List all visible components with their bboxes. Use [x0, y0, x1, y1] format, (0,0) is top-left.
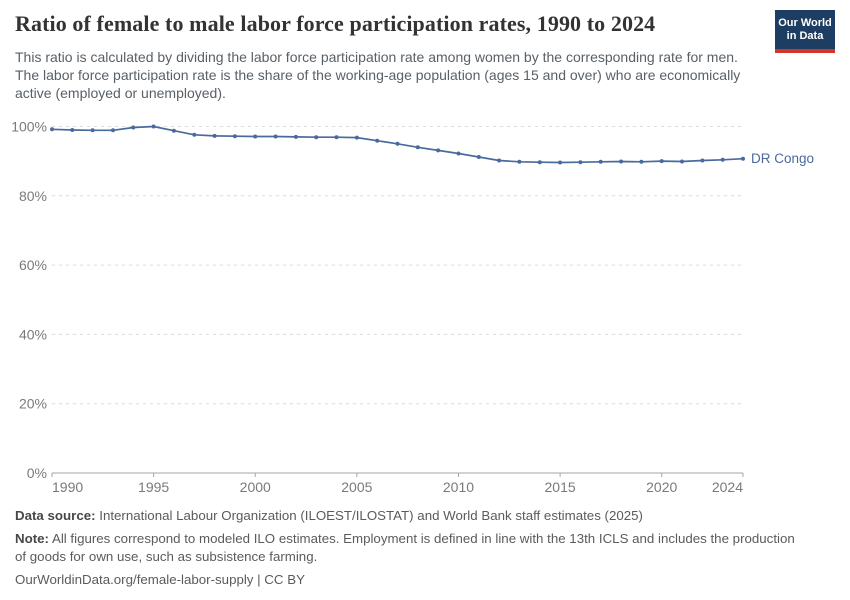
data-point-marker[interactable]: [456, 151, 461, 156]
note-line: Note: All figures correspond to modeled …: [15, 530, 805, 566]
x-axis-tick-label: 2005: [341, 479, 372, 495]
data-point-marker[interactable]: [334, 135, 339, 140]
series-entity-label[interactable]: DR Congo: [751, 151, 814, 166]
y-axis-tick-label: 0%: [27, 465, 47, 481]
owid-logo-line2: in Data: [786, 29, 824, 42]
y-axis-tick-label: 100%: [11, 119, 47, 135]
x-axis-tick-label: 2024: [712, 479, 743, 495]
data-point-marker[interactable]: [517, 159, 522, 164]
data-point-marker[interactable]: [619, 159, 624, 164]
data-point-marker[interactable]: [293, 134, 298, 139]
data-point-marker[interactable]: [70, 128, 75, 132]
owid-logo-line1: Our World: [778, 16, 832, 29]
data-point-marker[interactable]: [415, 145, 420, 150]
x-axis-tick-label: 1990: [52, 479, 83, 495]
owid-logo[interactable]: Our World in Data: [775, 10, 835, 53]
data-point-marker[interactable]: [720, 157, 725, 162]
x-axis-tick-label: 2000: [240, 479, 271, 495]
data-point-marker[interactable]: [558, 160, 563, 165]
y-axis-tick-label: 40%: [19, 326, 47, 342]
data-source-line: Data source: International Labour Organi…: [15, 507, 805, 525]
footer-link[interactable]: OurWorldinData.org/female-labor-supply |…: [15, 572, 305, 587]
note-label: Note:: [15, 531, 49, 546]
data-point-marker[interactable]: [680, 159, 684, 164]
chart-footer: Data source: International Labour Organi…: [15, 507, 805, 594]
x-axis-tick-label: 2010: [443, 479, 474, 495]
data-point-marker[interactable]: [314, 135, 319, 140]
data-point-marker[interactable]: [273, 134, 278, 139]
data-point-marker[interactable]: [578, 160, 583, 165]
data-point-marker[interactable]: [395, 141, 400, 146]
data-point-marker[interactable]: [375, 138, 380, 143]
x-axis-tick-label: 2020: [646, 479, 677, 495]
data-source-label: Data source:: [15, 508, 96, 523]
data-point-marker[interactable]: [151, 124, 156, 129]
y-axis-tick-label: 80%: [19, 188, 47, 204]
data-point-marker[interactable]: [232, 134, 237, 139]
data-point-marker[interactable]: [436, 148, 441, 153]
page-title: Ratio of female to male labor force part…: [15, 11, 656, 36]
data-point-marker[interactable]: [537, 160, 542, 165]
data-point-marker[interactable]: [212, 133, 217, 138]
data-point-marker[interactable]: [111, 128, 115, 133]
data-point-marker[interactable]: [700, 158, 705, 163]
data-point-marker[interactable]: [253, 134, 258, 139]
data-point-marker[interactable]: [90, 128, 95, 133]
data-point-marker[interactable]: [639, 159, 644, 164]
data-point-marker[interactable]: [659, 159, 664, 164]
x-axis-tick-label: 2015: [545, 479, 576, 495]
data-point-marker[interactable]: [741, 156, 745, 161]
data-point-marker[interactable]: [497, 158, 502, 163]
data-point-marker[interactable]: [131, 125, 136, 130]
data-source-text: International Labour Organization (ILOES…: [95, 508, 643, 523]
y-axis-tick-label: 60%: [19, 257, 47, 273]
chart-subtitle: This ratio is calculated by dividing the…: [15, 49, 741, 101]
data-point-marker[interactable]: [354, 135, 359, 140]
data-point-marker[interactable]: [50, 127, 54, 132]
data-point-marker[interactable]: [171, 128, 176, 133]
data-point-marker[interactable]: [192, 132, 197, 137]
data-point-marker[interactable]: [598, 159, 603, 164]
x-axis-tick-label: 1995: [138, 479, 169, 495]
data-point-marker[interactable]: [476, 155, 481, 159]
note-text: All figures correspond to modeled ILO es…: [15, 531, 795, 564]
y-axis-tick-label: 20%: [19, 396, 47, 412]
